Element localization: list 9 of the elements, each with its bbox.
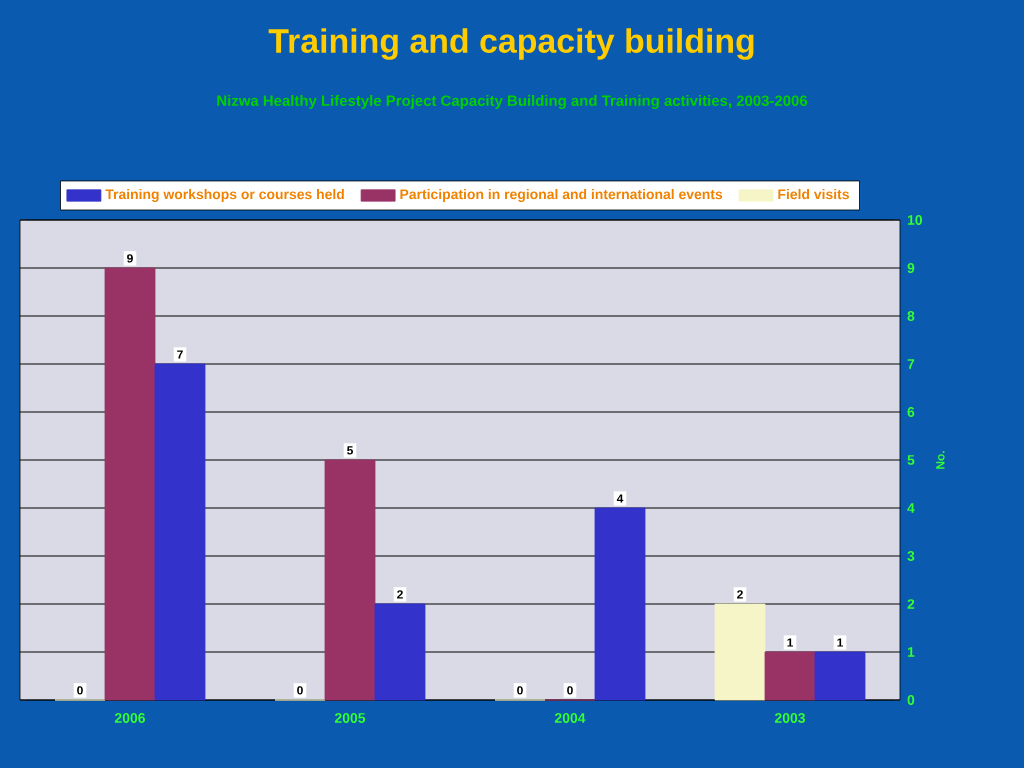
chart-title: Training and capacity building <box>268 28 754 60</box>
bar <box>104 267 156 701</box>
bar <box>324 459 376 701</box>
bar <box>154 363 206 701</box>
bar <box>594 507 646 701</box>
bar <box>764 651 816 701</box>
bar <box>374 603 426 701</box>
bar <box>714 603 766 701</box>
bar <box>814 651 866 701</box>
